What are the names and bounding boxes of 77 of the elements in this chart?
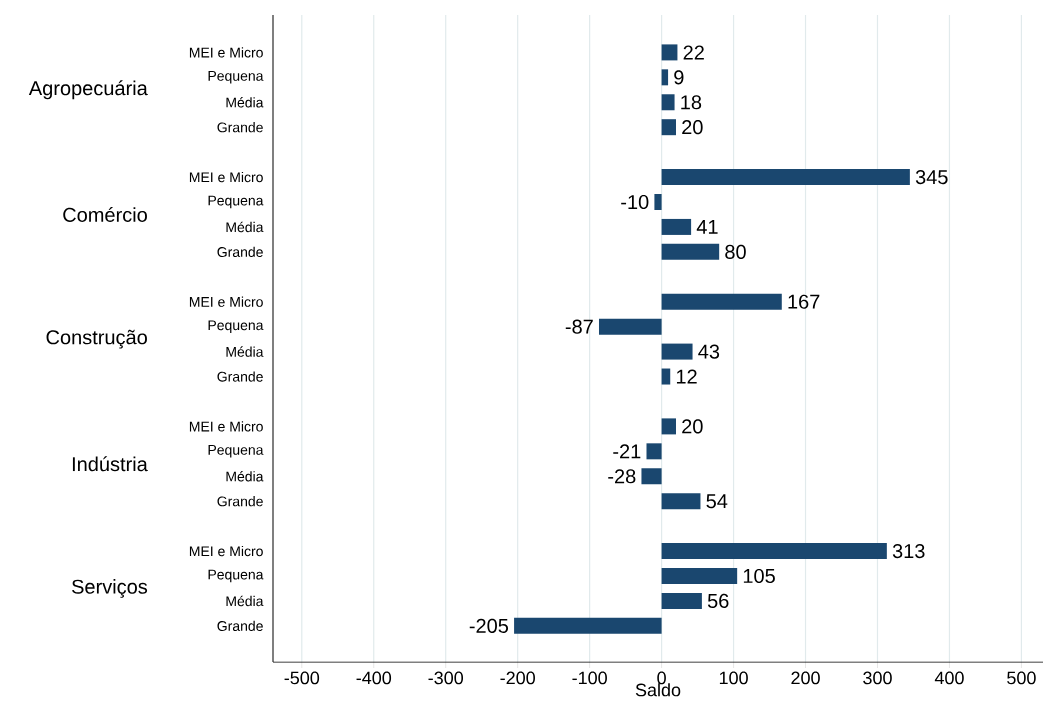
data-label: 345 (915, 169, 948, 185)
bar (646, 443, 662, 460)
y-tick-label: Média (226, 346, 264, 357)
y-tick-label: MEI e Micro (189, 296, 263, 307)
data-label: -10 (621, 194, 649, 210)
y-tick-label: Média (226, 97, 264, 108)
data-label: 18 (681, 95, 702, 110)
data-label: -21 (613, 444, 641, 459)
data-label: -28 (608, 469, 636, 484)
bar (654, 194, 662, 210)
data-label: 22 (683, 45, 704, 60)
y-tick-label: Pequena (208, 320, 264, 333)
bar (661, 493, 701, 510)
data-label: 20 (682, 120, 703, 135)
x-tick-label: -100 (572, 671, 607, 685)
y-tick-label: MEI e Micro (189, 421, 263, 432)
y-tick-label: Média (226, 221, 264, 233)
bar (661, 94, 675, 111)
y-tick-label: Pequena (208, 445, 264, 458)
x-tick-label: 500 (1007, 671, 1036, 685)
y-tick-label: MEI e Micro (189, 171, 263, 183)
y-tick-label: Grande (217, 620, 263, 631)
bar (661, 592, 702, 609)
bar (641, 468, 662, 485)
text: Serviços (72, 579, 148, 598)
y-tick-label: Grande (217, 371, 263, 382)
data-label: 56 (707, 593, 729, 608)
data-label: 41 (696, 220, 718, 234)
data-label: 105 (743, 568, 775, 584)
text: Agropecuária (28, 80, 148, 100)
bar (661, 543, 887, 560)
x-tick-label: -500 (284, 671, 320, 685)
bar (661, 69, 669, 86)
x-tick-label: 0 (657, 671, 666, 685)
y-tick-label: Média (226, 471, 264, 482)
data-label: 80 (725, 244, 746, 259)
y-tick-label: Grande (217, 246, 263, 258)
bar (661, 169, 910, 186)
bar (598, 318, 662, 335)
bar (661, 218, 692, 235)
x-tick-label: 400 (934, 671, 964, 685)
y-tick-label: Pequena (208, 71, 264, 84)
data-label: 12 (676, 369, 697, 384)
x-tick-label: -400 (356, 671, 392, 685)
bar (661, 567, 738, 584)
x-tick-label: 300 (863, 671, 892, 685)
text: Construção (46, 329, 147, 349)
x-tick-label: 100 (719, 671, 748, 685)
data-label: 54 (706, 494, 728, 509)
x-axis-title: Saldo (635, 683, 681, 697)
data-label: 43 (698, 344, 720, 359)
data-label: 20 (682, 419, 703, 434)
bar (514, 617, 662, 634)
text: Comércio (63, 207, 147, 222)
y-tick-label: MEI e Micro (189, 545, 263, 557)
y-tick-label: Grande (217, 122, 263, 133)
data-label: -205 (469, 618, 509, 633)
bar (661, 293, 782, 310)
y-tick-label: MEI e Micro (189, 47, 263, 58)
data-label: 9 (674, 70, 684, 85)
bar (661, 119, 676, 136)
x-tick-label: -200 (500, 671, 535, 685)
text: Indústria (72, 456, 148, 472)
bar (661, 368, 671, 385)
data-label: 313 (892, 543, 925, 559)
y-tick-label: Média (226, 595, 264, 607)
y-tick-label: Pequena (208, 195, 264, 209)
data-label: 167 (788, 294, 820, 309)
y-tick-label: Pequena (208, 569, 264, 583)
bar (661, 44, 678, 61)
bar (661, 343, 693, 360)
bar (661, 243, 720, 260)
x-tick-label: 200 (791, 671, 820, 685)
y-tick-label: Grande (217, 496, 263, 507)
data-label: -87 (565, 319, 593, 334)
x-tick-label: -300 (428, 671, 464, 685)
bar (661, 418, 676, 435)
